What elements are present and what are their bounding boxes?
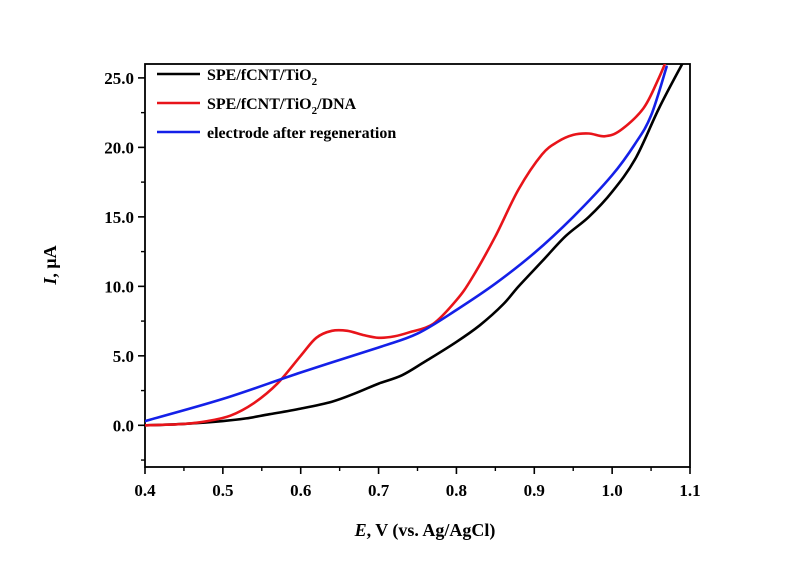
x-tick-label: 0.6 (290, 481, 311, 500)
x-tick-label: 1.0 (602, 481, 623, 500)
y-tick-label: 20.0 (104, 138, 134, 157)
y-axis: 0.0 5.0 10.0 15.0 20.0 25.0 (104, 69, 145, 461)
series-line-1 (145, 64, 684, 427)
legend: SPE/fCNT/TiO2 SPE/fCNT/TiO2/DNA electrode … (157, 67, 396, 142)
x-tick-label: 0.8 (446, 481, 467, 500)
y-tick-label: 25.0 (104, 69, 134, 88)
series-line-3 (145, 65, 668, 423)
x-tick-label: 0.4 (134, 481, 156, 500)
legend-label-3: electrode after regeneration (207, 125, 396, 142)
x-axis-title: E, V (vs. Ag/AgCl) (354, 520, 496, 541)
y-axis-title: I, μA (40, 245, 60, 285)
series-lines (145, 64, 684, 427)
y-tick-label: 5.0 (113, 347, 134, 366)
y-tick-label: 15.0 (104, 208, 134, 227)
x-tick-label: 0.7 (368, 481, 390, 500)
legend-label-1: SPE/fCNT/TiO2 (207, 67, 318, 88)
x-axis: 0.4 0.5 0.6 0.7 0.8 0.9 1.0 1.1 (134, 467, 701, 500)
legend-label-2: SPE/fCNT/TiO2/DNA (207, 96, 357, 117)
y-tick-label: 0.0 (113, 416, 134, 435)
x-tick-label: 0.5 (212, 481, 233, 500)
x-tick-label: 0.9 (524, 481, 545, 500)
x-tick-label: 1.1 (679, 481, 700, 500)
y-tick-label: 10.0 (104, 277, 134, 296)
series-line-2 (145, 64, 667, 427)
